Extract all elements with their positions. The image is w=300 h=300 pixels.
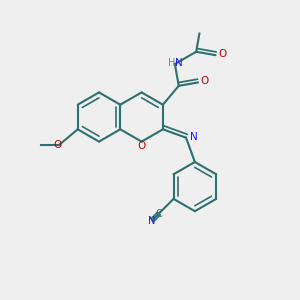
Text: N: N — [175, 58, 183, 68]
Text: N: N — [148, 216, 155, 226]
Text: C: C — [155, 209, 162, 219]
Text: H: H — [168, 58, 175, 68]
Text: O: O — [138, 141, 146, 151]
Text: N: N — [190, 132, 197, 142]
Text: O: O — [201, 76, 209, 86]
Text: O: O — [218, 49, 226, 59]
Text: O: O — [53, 140, 61, 149]
